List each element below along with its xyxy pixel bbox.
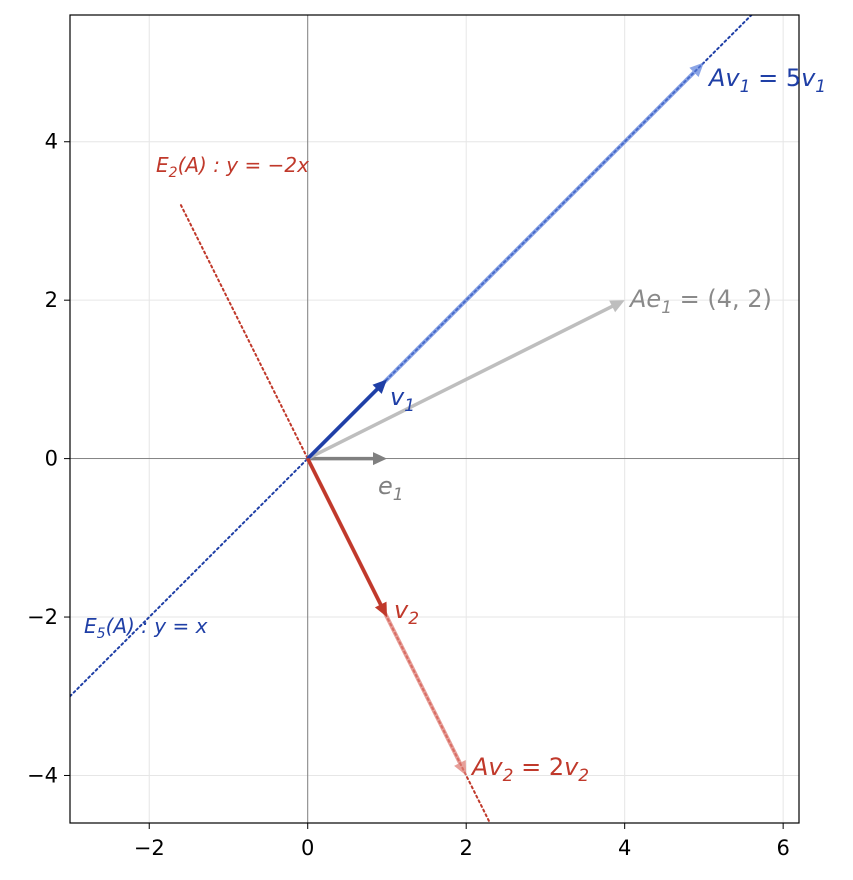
y-tick-label: −2 <box>27 605 58 629</box>
label-v2: v2 <box>394 596 419 629</box>
vector-v1 <box>306 379 387 460</box>
label-e2-eigenspace: E2(A) : y = −2x <box>156 153 309 181</box>
x-tick-label: 6 <box>776 836 789 860</box>
x-tick-label: 2 <box>460 836 473 860</box>
y-tick-label: −4 <box>27 763 58 787</box>
x-tick-label: 0 <box>301 836 314 860</box>
vector-shaft-Ae1 <box>306 304 614 461</box>
x-tick-label: 4 <box>618 836 631 860</box>
vector-head-v2 <box>374 601 387 617</box>
y-tick-label: 0 <box>45 447 58 471</box>
vector-v2 <box>306 457 387 617</box>
vector-head-e1 <box>373 452 387 466</box>
label-av2: Av2 = 2v2 <box>470 753 589 786</box>
axis-ticks: −2 0 2 4 6 −4 −2 0 2 4 <box>27 130 790 860</box>
vector-shaft-v2 <box>306 457 383 607</box>
vector-head-Av1 <box>689 62 704 77</box>
zero-axis-lines <box>70 15 799 823</box>
plot-frame <box>69 14 800 824</box>
label-e1: e1 <box>378 472 404 505</box>
vector-Ae1 <box>306 300 625 461</box>
y-tick-label: 2 <box>45 288 58 312</box>
vector-head-Av2 <box>454 760 467 776</box>
x-tick-label: −2 <box>134 836 165 860</box>
label-ae1: Ae1 = (4, 2) <box>628 285 772 318</box>
vector-head-Ae1 <box>609 300 625 313</box>
eigenspace-lines <box>70 15 753 823</box>
y-tick-label: 4 <box>45 130 58 154</box>
label-av1: Av1 = 5v1 <box>707 64 826 97</box>
vector-e1 <box>307 452 387 466</box>
label-e5-eigenspace: E5(A) : y = x <box>84 614 208 642</box>
label-v1: v1 <box>390 383 415 416</box>
vector-shaft-v1 <box>306 387 380 460</box>
vector-head-v1 <box>372 379 387 394</box>
vectors <box>305 62 704 776</box>
grid-lines <box>70 15 799 823</box>
